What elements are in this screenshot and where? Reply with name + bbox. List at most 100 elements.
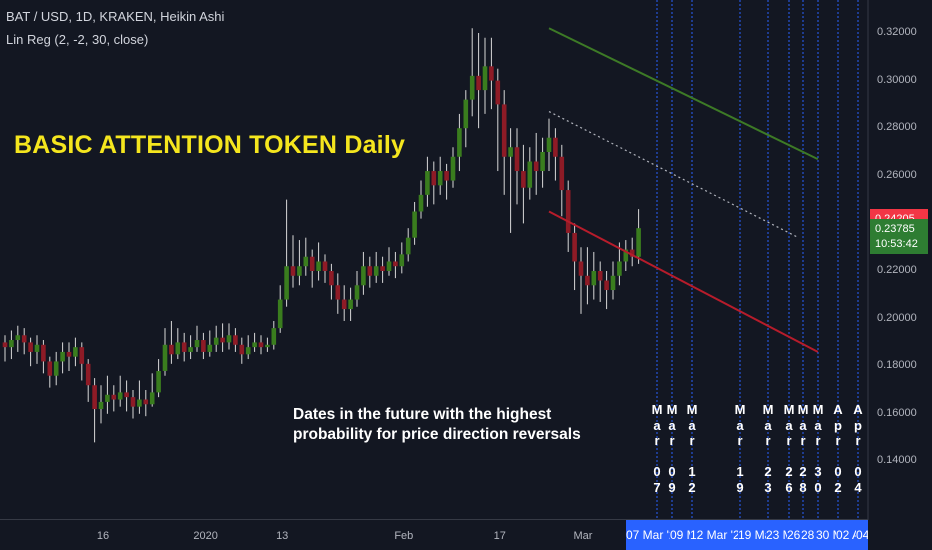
future-date-char: r (835, 433, 841, 448)
candle-body-bear (604, 280, 609, 291)
candle-body-bear (578, 261, 584, 276)
future-date-char: r (669, 433, 675, 448)
price-tick-label: 0.14000 (877, 454, 917, 467)
candle-body-bull (412, 211, 417, 238)
candle-body-bear (201, 340, 206, 352)
candle-body-bull (610, 275, 616, 291)
future-date-axis-label: 19 Mar '20 (738, 520, 766, 550)
symbol-legend[interactable]: BAT / USD, 1D, KRAKEN, Heikin Ashi (6, 9, 225, 24)
candle-body-bear (233, 335, 238, 345)
candle-body-bull (156, 370, 161, 393)
candle-body-bull (373, 266, 379, 276)
price-tag: 10:53:42 (870, 233, 928, 254)
candle-body-bull (149, 392, 155, 405)
future-date-char: 8 (799, 479, 807, 495)
reversal-dates-note: Dates in the future with the highest pro… (293, 405, 581, 445)
candle-body-bull (527, 161, 533, 188)
candle-body-bull (591, 271, 597, 286)
candle-body-bear (66, 351, 72, 357)
candle-body-bull (245, 347, 251, 355)
time-tick-label: Mar (573, 530, 593, 542)
candle-body-bull (450, 156, 456, 181)
candle-body-bear (565, 190, 571, 233)
candle-body-bull (348, 299, 353, 310)
future-date-char: 0 (653, 464, 661, 479)
future-date-char (665, 449, 679, 465)
candle-body-bull (194, 340, 200, 348)
price-tick-label: 0.28000 (877, 121, 917, 134)
candle-body-bear (309, 256, 315, 271)
candle-body-bear (495, 80, 501, 105)
candle-body-bear (143, 399, 149, 405)
future-date-axis-label: 07 Mar '20 (626, 520, 670, 550)
candle-body-bear (431, 171, 437, 186)
candle-body-bear (47, 361, 53, 376)
candle-body-bull (15, 335, 21, 341)
lower-channel-line[interactable] (548, 210, 819, 353)
time-tick-label: 17 (493, 530, 506, 542)
time-tick-label: Feb (394, 530, 414, 542)
future-date-char: r (855, 433, 861, 448)
future-date-char: a (736, 417, 744, 433)
future-date-char: 6 (785, 479, 793, 495)
future-date-char: M (666, 402, 678, 417)
candle-body-bull (508, 147, 513, 157)
candle-body-bull (137, 399, 142, 407)
future-date-char: 4 (854, 479, 862, 495)
future-date-char: 2 (799, 464, 807, 479)
price-tick-label: 0.16000 (877, 406, 917, 419)
future-date-char: M (651, 402, 663, 417)
candle-body-bear (169, 344, 174, 355)
chart-annotation-title: BASIC ATTENTION TOKEN Daily (14, 131, 406, 159)
future-date-char (782, 449, 796, 465)
future-date-char: 9 (668, 479, 676, 495)
future-date-char: 7 (653, 479, 661, 495)
candle-body-bear (572, 232, 577, 262)
future-date-char: r (737, 433, 743, 448)
indicator-legend[interactable]: Lin Reg (2, -2, 30, close) (6, 32, 149, 47)
future-date-char: a (785, 417, 793, 433)
candle-body-bull (354, 285, 360, 300)
future-date-char: 2 (764, 464, 772, 479)
candle-body-bear (533, 161, 539, 172)
candle-body-bear (367, 266, 373, 276)
future-date-char: 1 (688, 464, 696, 479)
future-date-char: 2 (834, 479, 842, 495)
candle-body-bear (341, 299, 347, 310)
candle-body-bull (277, 299, 283, 329)
candle-body-bull (437, 171, 443, 186)
candle-body-bull (60, 351, 65, 362)
candle-body-bear (2, 342, 8, 348)
axes (0, 0, 869, 520)
regression-line[interactable] (548, 111, 799, 239)
candle-body-bull (425, 171, 430, 195)
price-tick-label: 0.20000 (877, 311, 917, 324)
future-date-char: 2 (785, 464, 793, 479)
candlestick-series (2, 28, 641, 443)
candle-body-bull (399, 254, 405, 267)
future-date-char: 2 (688, 479, 696, 495)
future-date-char: M (734, 402, 746, 417)
future-date-char: 3 (814, 464, 822, 479)
future-date-axis-label: 09 Mar '20 (670, 520, 690, 550)
future-date-char: a (688, 417, 696, 433)
future-date-char (685, 449, 699, 465)
candle-body-bull (9, 340, 14, 348)
future-date-char: M (797, 402, 809, 417)
candle-body-bear (597, 271, 603, 281)
candle-body-bull (617, 261, 622, 276)
future-date-char: A (833, 402, 843, 417)
future-date-char (811, 449, 825, 465)
candle-body-bear (258, 342, 264, 348)
price-tick-label: 0.32000 (877, 26, 917, 38)
candle-body-bear (329, 271, 334, 286)
future-date-axis-label: 02 Apr '20 (836, 520, 856, 550)
future-date-char (650, 449, 664, 465)
upper-channel-line[interactable] (548, 27, 819, 161)
